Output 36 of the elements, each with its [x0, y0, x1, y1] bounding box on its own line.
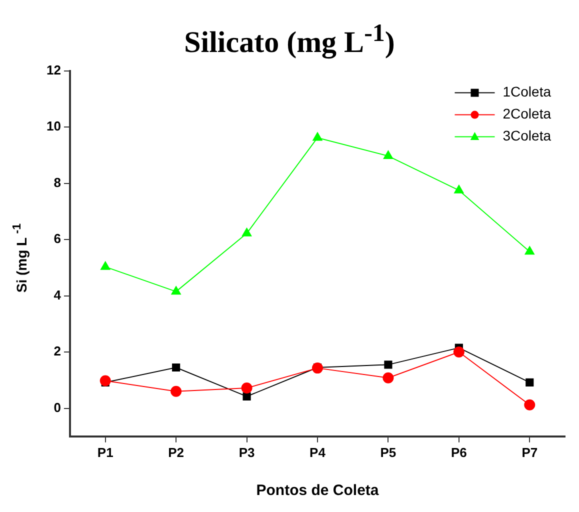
y-tick-label: 8 [54, 174, 61, 190]
point [170, 386, 182, 397]
point [171, 286, 181, 295]
point [241, 382, 252, 394]
point [312, 132, 322, 141]
legend-label: 1Coleta [502, 84, 552, 100]
x-tick-label: P1 [97, 444, 114, 460]
y-tick-label: 12 [46, 62, 61, 78]
point [524, 399, 536, 410]
point [242, 392, 251, 400]
point [172, 363, 180, 372]
x-tick-label: P5 [380, 444, 396, 460]
x-axis-title: Pontos de Coleta [256, 482, 380, 500]
x-tick-label: P2 [168, 444, 184, 460]
x-tick-label: P4 [310, 444, 326, 460]
y-tick-label: 0 [54, 400, 61, 415]
y-tick-label: 2 [54, 344, 61, 359]
x-tick-label: P3 [238, 444, 255, 460]
point [526, 378, 534, 386]
legend-label: 2Coleta [502, 106, 552, 122]
point [100, 261, 110, 270]
point [382, 372, 394, 384]
x-tick-label: P7 [522, 444, 538, 460]
point [100, 375, 111, 386]
point [454, 184, 464, 194]
y-tick-label: 10 [46, 118, 61, 134]
point [384, 360, 392, 369]
y-tick-label: 6 [54, 231, 61, 246]
point [242, 228, 252, 236]
point [524, 246, 534, 255]
point [453, 346, 464, 358]
y-tick-label: 4 [54, 287, 62, 302]
chart-title: Silicato (mg L$^{-1}$) [183, 19, 396, 60]
x-tick-label: P6 [450, 444, 467, 460]
legend-label: 3Coleta [502, 128, 552, 144]
point [383, 150, 394, 160]
